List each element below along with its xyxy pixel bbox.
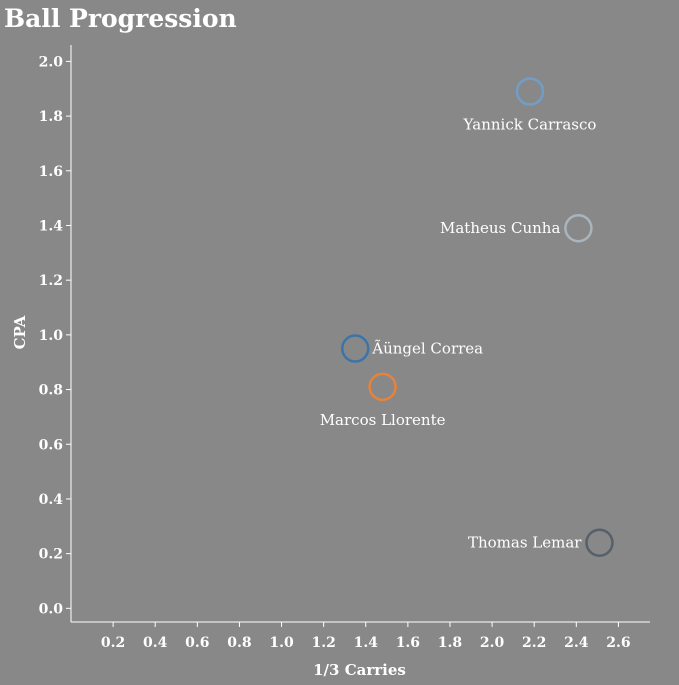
y-tick-label: 1.2: [39, 273, 63, 289]
axes: [70, 45, 650, 623]
y-tick-label: 1.6: [39, 164, 63, 180]
data-point: [585, 528, 614, 557]
point-label: Marcos Llorente: [320, 411, 446, 429]
data-point: [564, 213, 593, 243]
data-point: [340, 334, 370, 363]
x-axis-title: 1/3 Carries: [313, 661, 406, 679]
x-tick-label: 1.4: [354, 635, 379, 651]
y-tick-label: 0.0: [39, 601, 64, 617]
x-tick-label: 1.0: [269, 635, 294, 651]
y-tick-label: 0.8: [39, 383, 63, 399]
x-tick-label: 2.0: [480, 635, 505, 651]
y-tick-label: 1.8: [39, 109, 63, 125]
x-tick-label: 2.4: [564, 635, 589, 651]
x-tick-label: 1.8: [438, 635, 462, 651]
x-tick-label: 1.6: [396, 635, 420, 651]
y-axis-title: CPA: [11, 315, 29, 349]
data-points: Yannick Carrasco Matheus Cunha Ãüngel Corr…: [320, 77, 614, 557]
chart-title: Ball Progression: [4, 4, 237, 33]
x-tick-label: 0.6: [185, 635, 209, 651]
y-tick-label: 2.0: [39, 54, 64, 70]
point-label: Yannick Carrasco: [463, 115, 597, 133]
point-label: Matheus Cunha: [440, 219, 560, 237]
x-tick-label: 0.2: [101, 635, 125, 651]
y-tick-label: 0.2: [39, 547, 63, 563]
y-tick-label: 0.4: [39, 492, 64, 508]
point-label: Thomas Lemar: [468, 534, 582, 552]
y-ticks: 0.0 0.2 0.4 0.6 0.8 1.0 1.2 1.4 1.6 1.8 2.0: [39, 54, 71, 617]
data-point: [515, 77, 545, 106]
x-tick-label: 2.6: [606, 635, 630, 651]
x-tick-label: 1.2: [311, 635, 335, 651]
x-tick-label: 0.4: [143, 635, 168, 651]
y-tick-label: 1.0: [39, 328, 64, 344]
y-tick-label: 1.4: [39, 218, 64, 234]
y-tick-label: 0.6: [39, 437, 63, 453]
x-tick-label: 0.8: [227, 635, 251, 651]
x-ticks: 0.2 0.4 0.6 0.8 1.0 1.2 1.4 1.6 1.8 2.0 2.2 2.4 2.6: [101, 622, 631, 651]
point-label: Ãüngel Correa: [371, 340, 483, 358]
data-point: [368, 372, 397, 402]
x-tick-label: 2.2: [522, 635, 546, 651]
